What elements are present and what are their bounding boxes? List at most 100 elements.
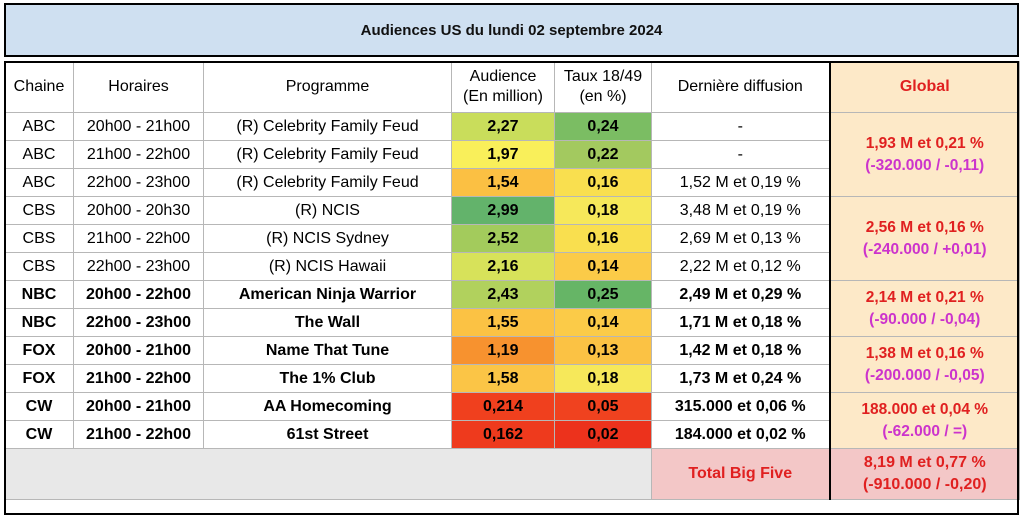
- cell-audience: 1,58: [451, 364, 555, 393]
- header-programme: Programme: [203, 61, 452, 113]
- cell-derniere: 2,22 M et 0,12 %: [651, 252, 831, 281]
- cell-chaine: NBC: [4, 308, 74, 337]
- cell-derniere: -: [651, 140, 831, 169]
- header-taux-line2: (en %): [579, 88, 627, 105]
- header-chaine: Chaine: [4, 61, 74, 113]
- cell-global: 2,56 M et 0,16 % (-240.000 / +0,01): [829, 196, 1020, 281]
- footer-blank: [4, 448, 652, 500]
- total-value: 8,19 M et 0,77 % (-910.000 / -0,20): [829, 448, 1020, 500]
- cell-derniere: -: [651, 112, 831, 141]
- page-title: Audiences US du lundi 02 septembre 2024: [4, 3, 1019, 57]
- cell-taux: 0,18: [554, 196, 652, 225]
- cell-programme: The Wall: [203, 308, 452, 337]
- cell-programme: 61st Street: [203, 420, 452, 449]
- global-delta: (-90.000 / -0,04): [869, 310, 981, 328]
- cell-derniere: 1,73 M et 0,24 %: [651, 364, 831, 393]
- cell-taux: 0,18: [554, 364, 652, 393]
- cell-taux: 0,16: [554, 168, 652, 197]
- cell-programme: The 1% Club: [203, 364, 452, 393]
- header-derniere: Dernière diffusion: [651, 61, 831, 113]
- cell-derniere: 1,42 M et 0,18 %: [651, 336, 831, 365]
- cell-audience: 1,19: [451, 336, 555, 365]
- table-row: CBS 20h00 - 20h30 (R) NCIS 2,99 0,18 3,48 M e…: [4, 196, 1020, 281]
- cell-programme: (R) NCIS Sydney: [203, 224, 452, 253]
- cell-programme: (R) Celebrity Family Feud: [203, 112, 452, 141]
- cell-audience: 2,16: [451, 252, 555, 281]
- cell-chaine: CBS: [4, 252, 74, 281]
- total-label: Total Big Five: [651, 448, 831, 500]
- cell-audience: 0,162: [451, 420, 555, 449]
- header-audience-line1: Audience: [469, 68, 537, 85]
- header-global: Global: [829, 61, 1020, 113]
- cell-audience: 1,54: [451, 168, 555, 197]
- cell-horaires: 21h00 - 22h00: [73, 140, 204, 169]
- cell-programme: American Ninja Warrior: [203, 280, 452, 309]
- cell-chaine: CBS: [4, 196, 74, 225]
- table-row: ABC 22h00 - 23h00 (R) Celebrity Family Feu…: [4, 168, 1020, 197]
- table-row: ABC 20h00 - 21h00 (R) Celebrity Family Feu…: [4, 112, 1020, 197]
- table-row: CBS 22h00 - 23h00 (R) NCIS Hawaii 2,16 0,14 2…: [4, 252, 1020, 281]
- cell-audience: 1,97: [451, 140, 555, 169]
- header-taux-line1: Taux 18/49: [563, 68, 643, 85]
- cell-horaires: 22h00 - 23h00: [73, 252, 204, 281]
- total-row: Total Big Five 8,19 M et 0,77 % (-910.000 …: [4, 448, 1020, 500]
- header-row: Chaine Horaires Programme Audience (En mi…: [4, 61, 1020, 113]
- cell-taux: 0,05: [554, 392, 652, 421]
- cell-global: 1,93 M et 0,21 % (-320.000 / -0,11): [829, 112, 1020, 197]
- cell-chaine: FOX: [4, 336, 74, 365]
- cell-global: 188.000 et 0,04 % (-62.000 / =): [829, 392, 1020, 449]
- audience-table: Chaine Horaires Programme Audience (En mi…: [4, 61, 1020, 500]
- cell-programme: Name That Tune: [203, 336, 452, 365]
- header-horaires: Horaires: [73, 61, 204, 113]
- table-row: ABC 21h00 - 22h00 (R) Celebrity Family Feu…: [4, 140, 1020, 169]
- table-row: FOX 21h00 - 22h00 The 1% Club 1,58 0,18 1,73 …: [4, 364, 1020, 393]
- global-total: 1,38 M et 0,16 %: [865, 344, 984, 362]
- cell-horaires: 20h00 - 21h00: [73, 392, 204, 421]
- cell-horaires: 20h00 - 20h30: [73, 196, 204, 225]
- global-total: 188.000 et 0,04 %: [861, 400, 989, 418]
- global-delta: (-62.000 / =): [882, 422, 968, 440]
- cell-derniere: 1,52 M et 0,19 %: [651, 168, 831, 197]
- cell-taux: 0,24: [554, 112, 652, 141]
- table-row: NBC 20h00 - 22h00 American Ninja Warrior 2,…: [4, 280, 1020, 337]
- cell-horaires: 21h00 - 22h00: [73, 364, 204, 393]
- cell-horaires: 21h00 - 22h00: [73, 224, 204, 253]
- global-delta: (-320.000 / -0,11): [865, 156, 985, 174]
- total-figures: 8,19 M et 0,77 %: [863, 454, 986, 471]
- cell-horaires: 22h00 - 23h00: [73, 168, 204, 197]
- cell-taux: 0,22: [554, 140, 652, 169]
- global-total: 2,14 M et 0,21 %: [865, 288, 984, 306]
- global-delta: (-240.000 / +0,01): [862, 240, 987, 258]
- cell-chaine: FOX: [4, 364, 74, 393]
- cell-programme: (R) NCIS Hawaii: [203, 252, 452, 281]
- cell-chaine: CBS: [4, 224, 74, 253]
- cell-horaires: 20h00 - 21h00: [73, 336, 204, 365]
- cell-programme: (R) Celebrity Family Feud: [203, 168, 452, 197]
- cell-audience: 0,214: [451, 392, 555, 421]
- cell-derniere: 2,69 M et 0,13 %: [651, 224, 831, 253]
- cell-taux: 0,25: [554, 280, 652, 309]
- cell-horaires: 20h00 - 22h00: [73, 280, 204, 309]
- global-total: 2,56 M et 0,16 %: [865, 218, 984, 236]
- total-delta: (-910.000 / -0,20): [862, 476, 987, 493]
- cell-global: 2,14 M et 0,21 % (-90.000 / -0,04): [829, 280, 1020, 337]
- cell-derniere: 2,49 M et 0,29 %: [651, 280, 831, 309]
- cell-chaine: NBC: [4, 280, 74, 309]
- cell-audience: 2,52: [451, 224, 555, 253]
- global-delta: (-200.000 / -0,05): [864, 366, 985, 384]
- cell-derniere: 315.000 et 0,06 %: [651, 392, 831, 421]
- cell-taux: 0,02: [554, 420, 652, 449]
- cell-audience: 1,55: [451, 308, 555, 337]
- cell-taux: 0,13: [554, 336, 652, 365]
- cell-taux: 0,16: [554, 224, 652, 253]
- cell-chaine: CW: [4, 420, 74, 449]
- cell-chaine: ABC: [4, 112, 74, 141]
- cell-horaires: 21h00 - 22h00: [73, 420, 204, 449]
- cell-derniere: 184.000 et 0,02 %: [651, 420, 831, 449]
- cell-chaine: ABC: [4, 168, 74, 197]
- cell-taux: 0,14: [554, 308, 652, 337]
- cell-horaires: 20h00 - 21h00: [73, 112, 204, 141]
- table-row: CW 20h00 - 21h00 AA Homecoming 0,214 0,05 315…: [4, 392, 1020, 449]
- cell-audience: 2,43: [451, 280, 555, 309]
